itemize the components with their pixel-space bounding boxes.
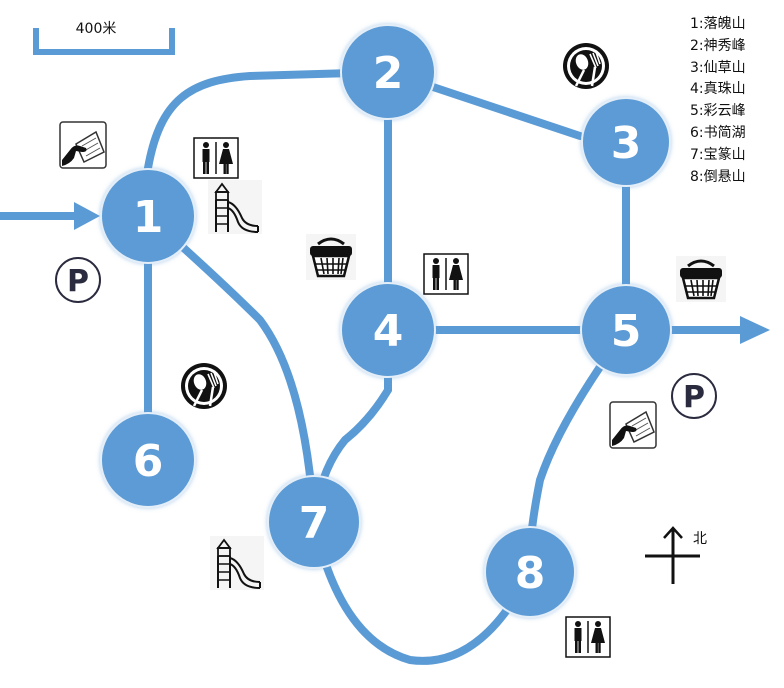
legend: 1:落魄山 2:神秀峰 3:仙草山 4:真珠山 5:彩云峰 6:书简湖 7:宝篆…: [690, 14, 782, 188]
node-3[interactable]: 3: [581, 97, 671, 187]
exit-arrow-icon: [670, 316, 770, 344]
route-1-2: [144, 68, 392, 172]
node-2[interactable]: 2: [340, 24, 436, 120]
node-2-label: 2: [373, 48, 404, 99]
node-1-label: 1: [133, 192, 164, 243]
legend-item: 4:真珠山: [690, 81, 746, 98]
shopping-basket-icon: [674, 254, 728, 304]
entrance-arrow-icon: [0, 202, 100, 230]
node-4-label: 4: [373, 306, 404, 357]
parking-icon: [55, 257, 101, 303]
legend-item: 2:神秀峰: [690, 37, 746, 54]
shopping-basket-icon: [304, 232, 358, 282]
legend-item: 8:倒悬山: [690, 168, 746, 185]
playground-icon: [207, 179, 263, 235]
playground-icon: [209, 535, 265, 591]
scale-bar: 400米: [33, 21, 175, 55]
node-4[interactable]: 4: [340, 282, 436, 378]
restaurant-icon: [561, 41, 611, 91]
node-6[interactable]: 6: [100, 412, 196, 508]
node-8-label: 8: [515, 548, 546, 599]
ticket-icon: [59, 121, 107, 169]
parking-icon: [671, 373, 717, 419]
node-5-label: 5: [611, 306, 642, 357]
legend-item: 5:彩云峰: [690, 103, 746, 120]
legend-item: 6:书简湖: [690, 124, 746, 141]
node-8[interactable]: 8: [484, 526, 576, 618]
north-label: 北: [693, 531, 707, 547]
north-arrow-icon: 北: [645, 526, 707, 584]
restroom-icon: [565, 616, 611, 658]
legend-item: 1:落魄山: [690, 16, 746, 32]
node-1[interactable]: 1: [100, 168, 196, 264]
restaurant-icon: [179, 361, 229, 411]
node-7-label: 7: [299, 498, 330, 549]
route-1-7: [144, 212, 318, 524]
legend-item: 3:仙草山: [690, 59, 746, 76]
scale-bar-label: 400米: [76, 21, 117, 37]
node-3-label: 3: [611, 118, 642, 169]
route-7-8: [310, 518, 534, 665]
legend-item: 7:宝篆山: [690, 146, 746, 163]
restroom-icon: [193, 137, 239, 179]
ticket-icon: [609, 401, 657, 449]
node-6-label: 6: [133, 436, 164, 487]
node-5[interactable]: 5: [580, 284, 672, 376]
node-7[interactable]: 7: [267, 475, 361, 569]
restroom-icon: [423, 253, 469, 295]
